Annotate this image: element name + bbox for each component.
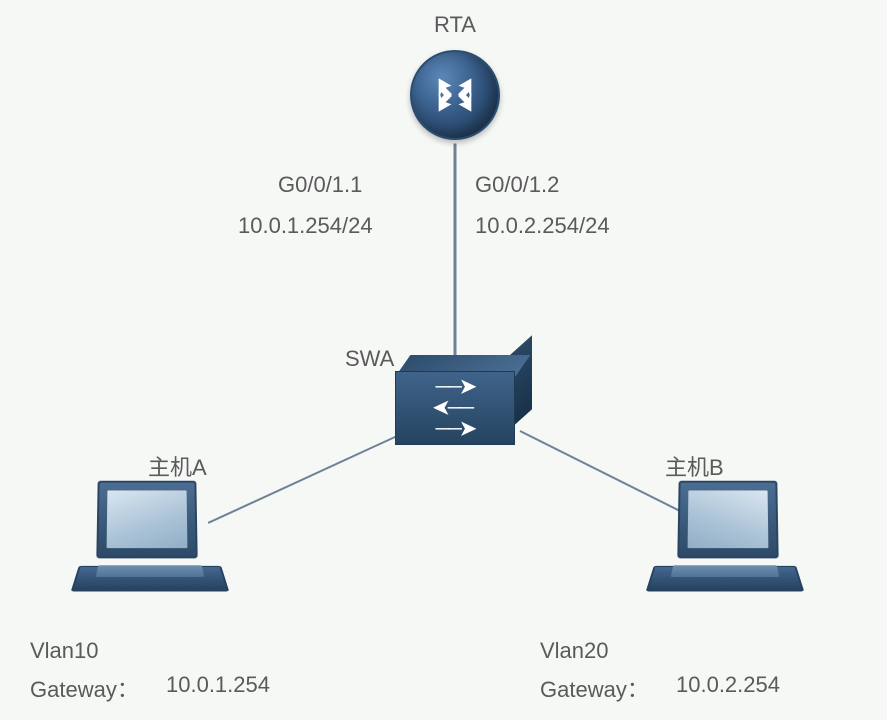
host-b-gateway-value: 10.0.2.254 — [676, 672, 780, 698]
switch-body: ──➤ ──➤ ──➤ — [395, 355, 515, 445]
subif-1-name: G0/0/1.1 — [278, 172, 362, 198]
host-a-label: 主机A — [148, 450, 207, 482]
host-b-gateway-label: Gateway： — [540, 672, 649, 704]
link-switch-hosta — [208, 430, 409, 524]
host-a-laptop — [75, 480, 225, 610]
switch-swa: ──➤ ──➤ ──➤ — [395, 355, 515, 445]
router-rta — [410, 50, 500, 140]
laptop-icon — [650, 480, 800, 610]
subif-2-name: G0/0/1.2 — [475, 172, 559, 198]
router-arrows-icon — [427, 67, 483, 123]
host-b-vlan: Vlan20 — [540, 638, 609, 664]
switch-arrow-icon: ──➤ — [435, 399, 474, 417]
router-body — [410, 50, 500, 140]
host-a-gateway-value: 10.0.1.254 — [166, 672, 270, 698]
subif-1-ip: 10.0.1.254/24 — [238, 213, 373, 239]
switch-arrow-icon: ──➤ — [435, 378, 474, 396]
host-a-gateway-label: Gateway： — [30, 672, 139, 704]
router-label: RTA — [434, 12, 476, 38]
switch-arrow-icon: ──➤ — [435, 420, 474, 438]
subif-2-ip: 10.0.2.254/24 — [475, 213, 610, 239]
laptop-icon — [75, 480, 225, 610]
link-router-switch — [454, 144, 457, 374]
host-b-label: 主机B — [665, 450, 724, 482]
host-a-vlan: Vlan10 — [30, 638, 99, 664]
host-b-laptop — [650, 480, 800, 610]
switch-label: SWA — [345, 346, 394, 372]
